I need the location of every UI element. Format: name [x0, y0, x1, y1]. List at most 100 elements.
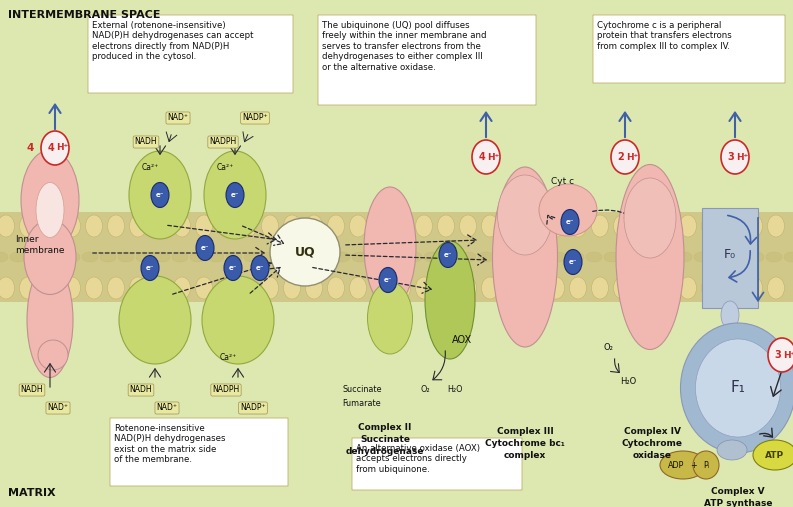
Ellipse shape: [550, 252, 566, 262]
Ellipse shape: [129, 151, 191, 239]
Ellipse shape: [478, 252, 494, 262]
Ellipse shape: [224, 256, 242, 280]
Ellipse shape: [481, 215, 499, 237]
Ellipse shape: [239, 215, 256, 237]
Text: e⁻: e⁻: [146, 265, 155, 271]
Ellipse shape: [151, 215, 168, 237]
Text: NAD⁺: NAD⁺: [167, 114, 189, 123]
Ellipse shape: [425, 241, 475, 359]
Ellipse shape: [657, 277, 675, 299]
Text: Ca²⁺: Ca²⁺: [220, 353, 236, 363]
Ellipse shape: [481, 277, 499, 299]
Ellipse shape: [208, 252, 224, 262]
Ellipse shape: [298, 252, 314, 262]
Ellipse shape: [438, 277, 454, 299]
Ellipse shape: [635, 215, 653, 237]
Ellipse shape: [438, 215, 454, 237]
Text: NADP⁺: NADP⁺: [240, 404, 266, 413]
Ellipse shape: [41, 131, 69, 165]
Text: NAD⁺: NAD⁺: [48, 404, 68, 413]
Text: Succinate: Succinate: [360, 436, 410, 445]
Ellipse shape: [504, 215, 520, 237]
Ellipse shape: [172, 252, 188, 262]
Ellipse shape: [624, 178, 676, 258]
Text: oxidase: oxidase: [633, 452, 672, 460]
Text: F₁: F₁: [730, 380, 745, 395]
FancyBboxPatch shape: [593, 15, 785, 83]
Ellipse shape: [547, 215, 565, 237]
Text: O₂: O₂: [603, 344, 613, 352]
Ellipse shape: [492, 167, 557, 347]
Ellipse shape: [497, 175, 553, 255]
Ellipse shape: [41, 277, 59, 299]
Ellipse shape: [262, 252, 278, 262]
Ellipse shape: [723, 277, 741, 299]
Ellipse shape: [284, 277, 301, 299]
Text: Succinate: Succinate: [343, 385, 381, 394]
Text: External (rotenone-insensitive)
NAD(P)H dehydrogenases can accept
electrons dire: External (rotenone-insensitive) NAD(P)H …: [92, 21, 254, 61]
Ellipse shape: [526, 215, 542, 237]
Text: H⁺: H⁺: [783, 350, 793, 359]
Text: Cyt c: Cyt c: [551, 177, 575, 187]
Ellipse shape: [694, 252, 710, 262]
Ellipse shape: [352, 252, 368, 262]
Ellipse shape: [635, 277, 653, 299]
Ellipse shape: [680, 277, 696, 299]
Ellipse shape: [592, 277, 608, 299]
Ellipse shape: [393, 215, 411, 237]
Ellipse shape: [730, 252, 746, 262]
Ellipse shape: [262, 215, 278, 237]
Text: 2: 2: [618, 152, 624, 162]
Ellipse shape: [561, 209, 579, 235]
Text: NADH: NADH: [21, 385, 44, 394]
Ellipse shape: [46, 252, 62, 262]
Ellipse shape: [21, 150, 79, 250]
Ellipse shape: [38, 340, 68, 370]
Ellipse shape: [526, 277, 542, 299]
Ellipse shape: [196, 215, 213, 237]
Text: INTERMEMBRANE SPACE: INTERMEMBRANE SPACE: [8, 10, 160, 20]
Ellipse shape: [251, 256, 269, 280]
Text: H₂O: H₂O: [620, 378, 636, 386]
Ellipse shape: [129, 215, 147, 237]
Ellipse shape: [721, 301, 739, 329]
Text: H⁺: H⁺: [56, 143, 68, 153]
Text: e⁻: e⁻: [256, 265, 264, 271]
Ellipse shape: [658, 252, 674, 262]
Text: H₂O: H₂O: [447, 385, 463, 394]
Ellipse shape: [496, 252, 512, 262]
Ellipse shape: [284, 215, 301, 237]
Ellipse shape: [239, 277, 256, 299]
Text: 4: 4: [26, 143, 33, 153]
Text: Fumarate: Fumarate: [343, 400, 381, 409]
Ellipse shape: [721, 140, 749, 174]
Ellipse shape: [748, 252, 764, 262]
Ellipse shape: [28, 252, 44, 262]
Ellipse shape: [532, 252, 548, 262]
Ellipse shape: [86, 277, 102, 299]
Text: Cytochrome bc₁: Cytochrome bc₁: [485, 440, 565, 449]
Text: NADH: NADH: [135, 137, 157, 147]
Text: e⁻: e⁻: [569, 259, 577, 265]
Ellipse shape: [388, 252, 404, 262]
Ellipse shape: [41, 215, 59, 237]
Ellipse shape: [393, 277, 411, 299]
Text: e⁻: e⁻: [384, 277, 393, 283]
Text: NADPH: NADPH: [213, 385, 239, 394]
Ellipse shape: [364, 187, 416, 307]
Ellipse shape: [753, 440, 793, 470]
Ellipse shape: [24, 220, 76, 295]
Ellipse shape: [316, 252, 332, 262]
Ellipse shape: [136, 252, 152, 262]
FancyBboxPatch shape: [352, 438, 522, 490]
Ellipse shape: [604, 252, 620, 262]
Ellipse shape: [406, 252, 422, 262]
Ellipse shape: [723, 215, 741, 237]
Text: +: +: [690, 460, 696, 469]
Ellipse shape: [119, 276, 191, 364]
Text: F₀: F₀: [724, 248, 736, 262]
Text: Inner
membrane: Inner membrane: [15, 235, 64, 255]
Ellipse shape: [504, 277, 520, 299]
Ellipse shape: [370, 252, 386, 262]
Ellipse shape: [151, 277, 168, 299]
